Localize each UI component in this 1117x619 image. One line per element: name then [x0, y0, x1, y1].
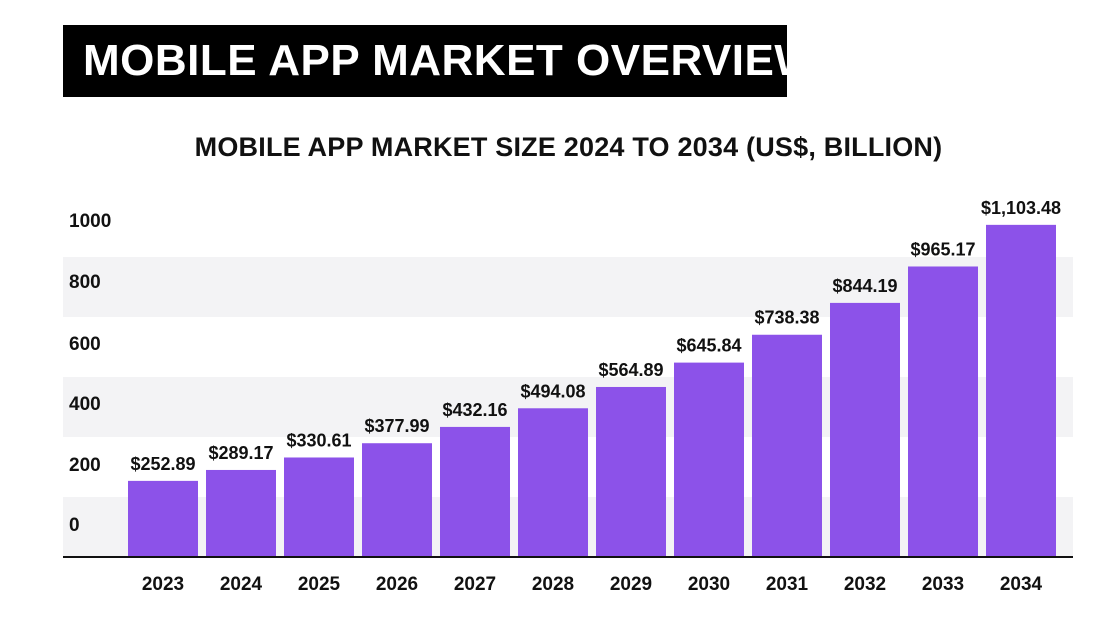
x-tick-label: 2028 — [532, 574, 574, 595]
x-tick-label: 2034 — [1000, 574, 1043, 595]
data-label: $738.38 — [754, 308, 819, 328]
x-tick-label: 2024 — [220, 574, 263, 595]
data-label: $377.99 — [364, 416, 429, 436]
bar — [128, 480, 198, 557]
x-tick-label: 2030 — [688, 574, 730, 595]
bar — [752, 334, 822, 557]
banner-title: MOBILE APP MARKET OVERVIEW — [63, 25, 816, 97]
x-tick-label: 2033 — [922, 574, 964, 595]
x-tick-label: 2025 — [298, 574, 341, 595]
bar — [596, 386, 666, 557]
data-label: $252.89 — [130, 454, 195, 474]
bar — [440, 426, 510, 557]
y-tick-label: 600 — [69, 334, 101, 355]
grid-band — [63, 257, 1073, 317]
y-tick-label: 0 — [69, 515, 80, 536]
data-label: $330.61 — [286, 430, 351, 450]
bar — [518, 408, 588, 557]
y-tick-label: 400 — [69, 394, 101, 415]
x-tick-label: 2027 — [454, 574, 496, 595]
data-label: $494.08 — [520, 381, 585, 401]
x-tick-label: 2029 — [610, 574, 652, 595]
bar — [830, 302, 900, 557]
x-tick-label: 2026 — [376, 574, 418, 595]
x-tick-label: 2032 — [844, 574, 886, 595]
y-tick-label: 1000 — [69, 211, 111, 232]
bar — [908, 266, 978, 557]
bar — [206, 469, 276, 557]
bar — [986, 224, 1056, 557]
x-tick-label: 2031 — [766, 574, 809, 595]
data-label: $965.17 — [910, 239, 975, 259]
data-label: $564.89 — [598, 360, 663, 380]
bar — [674, 362, 744, 557]
data-label: $432.16 — [442, 400, 507, 420]
data-label: $844.19 — [832, 276, 897, 296]
x-tick-label: 2023 — [142, 574, 184, 595]
bar — [362, 443, 432, 557]
bar — [284, 457, 354, 557]
y-tick-label: 800 — [69, 272, 101, 293]
chart-title: MOBILE APP MARKET SIZE 2024 TO 2034 (US$… — [194, 132, 943, 162]
data-label: $289.17 — [208, 443, 273, 463]
data-label: $645.84 — [676, 336, 741, 356]
y-tick-label: 200 — [69, 455, 101, 476]
data-label: $1,103.48 — [981, 198, 1061, 218]
